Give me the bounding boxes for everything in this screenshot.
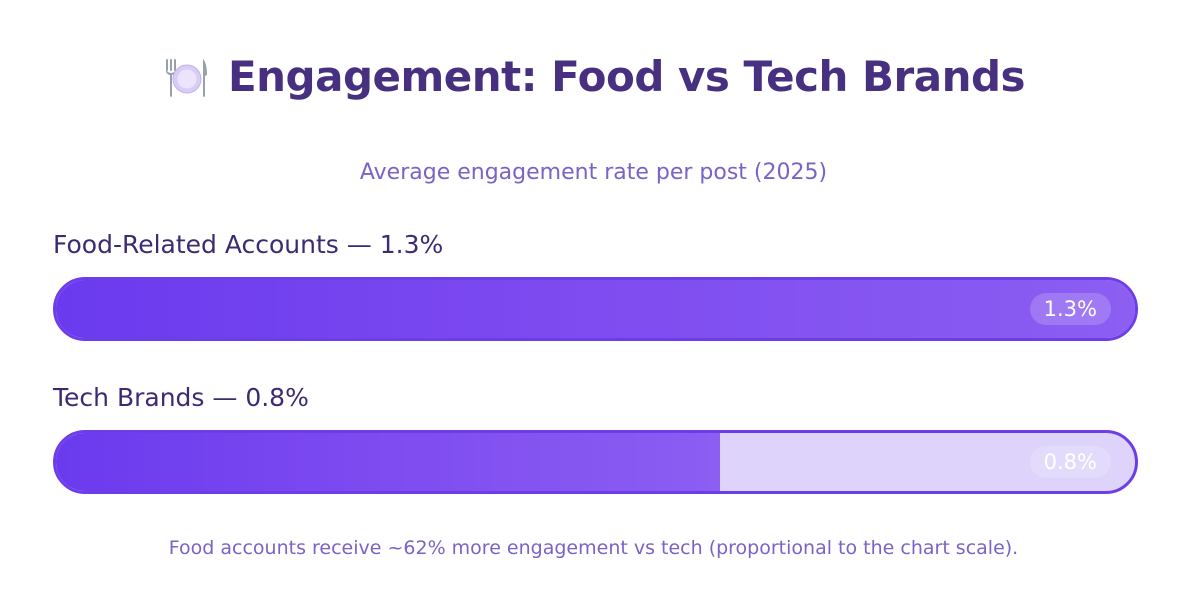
bar-label-tech: Tech Brands — 0.8% [53,383,309,412]
bar-fill-food [56,280,1135,338]
title-group: Engagement: Food vs Tech Brands [162,52,1026,101]
bar-fill-tech [56,433,720,491]
chart-annotation: Food accounts receive ~62% more engageme… [168,537,1019,559]
chart-subtitle: Average engagement rate per post (2025) [359,160,828,185]
plate-cutlery-icon [165,58,207,97]
bar-value-food: 1.3% [1029,293,1111,325]
bar-track-tech: 0.8% [53,430,1138,494]
bar-track-food: 1.3% [53,277,1138,341]
bar-label-food: Food-Related Accounts — 1.3% [53,230,444,259]
chart-header: Engagement: Food vs Tech Brands [0,52,1187,116]
bar-value-tech: 0.8% [1029,446,1111,478]
chart-title: Engagement: Food vs Tech Brands [227,52,1026,101]
